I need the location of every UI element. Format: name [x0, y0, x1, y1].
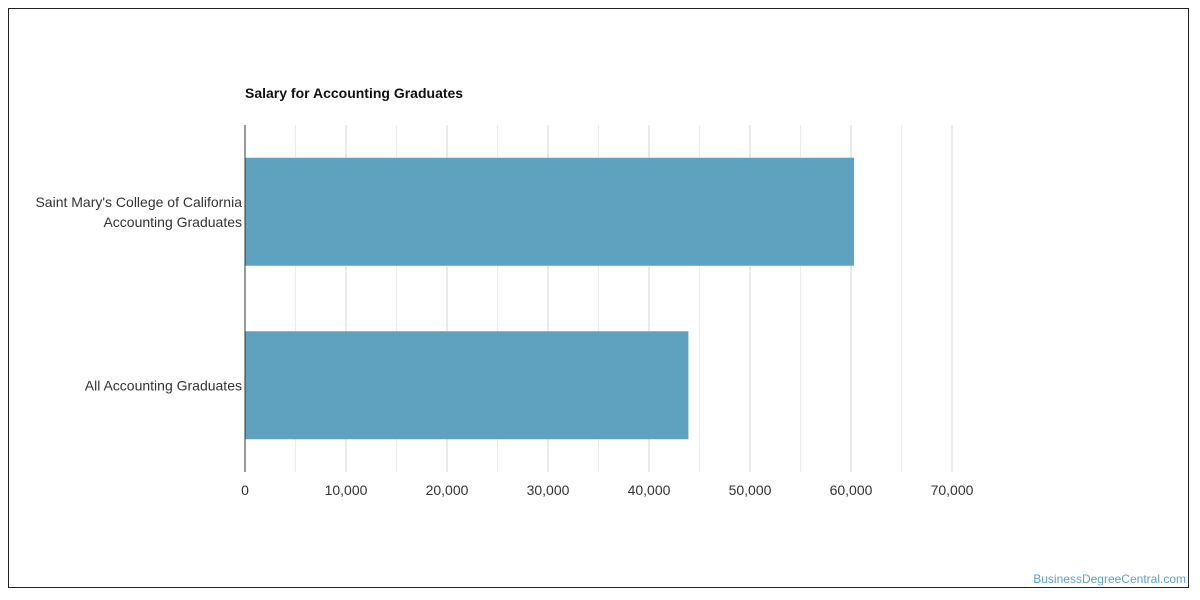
category-label-line: Saint Mary's College of California — [35, 194, 242, 210]
category-label-line: All Accounting Graduates — [85, 377, 242, 393]
x-tick-label: 40,000 — [628, 482, 671, 498]
x-tick-label: 50,000 — [729, 482, 772, 498]
x-tick-label: 20,000 — [426, 482, 469, 498]
x-tick-label: 30,000 — [527, 482, 570, 498]
x-tick-label: 0 — [241, 482, 249, 498]
x-tick-label: 10,000 — [325, 482, 368, 498]
category-label: Saint Mary's College of California Accoun… — [35, 194, 242, 230]
watermark-link[interactable]: BusinessDegreeCentral.com — [1033, 572, 1186, 586]
bar-0 — [245, 157, 855, 266]
x-tick-label: 70,000 — [931, 482, 974, 498]
category-label: All Accounting Graduates — [85, 377, 242, 393]
category-label-line: Accounting Graduates — [103, 214, 242, 230]
bar-1 — [245, 331, 689, 440]
x-tick-label: 60,000 — [830, 482, 873, 498]
chart-title: Salary for Accounting Graduates — [245, 85, 464, 101]
